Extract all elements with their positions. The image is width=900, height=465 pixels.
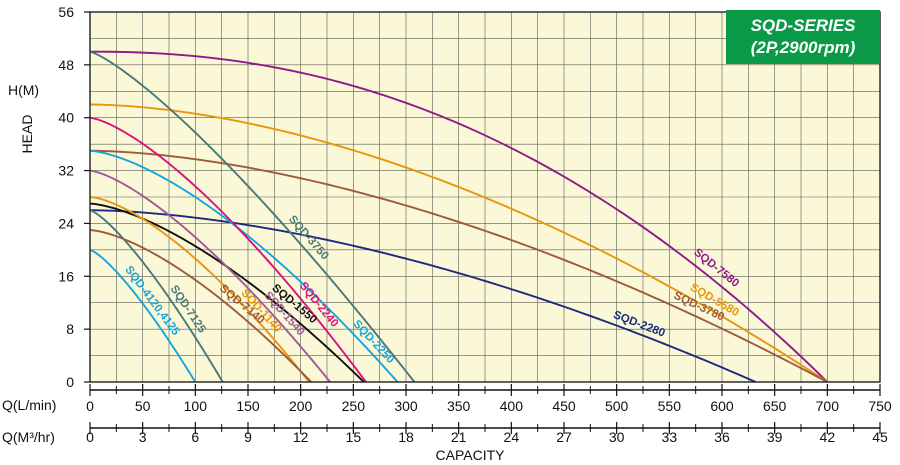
curve-sqd-2240 [89,116,367,383]
curve-sqd-7580 [89,50,828,383]
curve-sqd-1540 [89,169,331,383]
x-tick-label-lmin: 250 [342,398,366,414]
y-axis-title: HEAD [19,115,35,154]
x-tick-label-m3hr: 42 [820,429,836,445]
x-tick-label-lmin: 700 [816,398,840,414]
x-tick-label-m3hr: 45 [872,429,888,445]
curve-sqd-4120-4125 [89,248,197,383]
x-tick-label-lmin: 750 [868,398,892,414]
y-tick-label: 32 [58,163,74,179]
y-axis-unit: H(M) [8,82,39,98]
x-tick-label-lmin: 200 [289,398,313,414]
x-tick-label-m3hr: 18 [398,429,414,445]
x-tick-label-m3hr: 12 [293,429,309,445]
curve-sqd-7125 [89,209,224,383]
series-badge: SQD-SERIES (2P,2900rpm) [726,10,880,64]
x-tick-label-lmin: 100 [184,398,208,414]
x-tick-label-lmin: 400 [500,398,524,414]
x-tick-label-lmin: 350 [447,398,471,414]
x-row1-label: Q(L/min) [2,397,56,413]
x-tick-label-m3hr: 27 [556,429,572,445]
x-row2-label: Q(M³/hr) [2,429,55,445]
x-tick-label-lmin: 650 [763,398,787,414]
x-tick-label-m3hr: 30 [609,429,625,445]
y-tick-label: 56 [58,4,74,20]
x-tick-label-lmin: 50 [135,398,151,414]
curve-sqd-3780 [89,149,828,383]
x-tick-label-m3hr: 3 [139,429,147,445]
plot-border [89,11,881,383]
x-tick-label-m3hr: 21 [451,429,467,445]
curve-sqd-3750 [89,50,416,383]
x-tick-label-m3hr: 15 [346,429,362,445]
x-tick-label-lmin: 150 [236,398,260,414]
x-tick-label-lmin: 0 [86,398,94,414]
curve-sqd-2250 [89,149,399,383]
series-badge-title: SQD-SERIES [750,16,856,35]
x-tick-label-m3hr: 24 [504,429,520,445]
x-tick-label-lmin: 450 [552,398,576,414]
x-tick-label-lmin: 300 [394,398,418,414]
curve-sqd-5580 [89,103,828,383]
x-tick-label-lmin: 550 [658,398,682,414]
y-tick-label: 0 [66,374,74,390]
x-tick-label-m3hr: 6 [191,429,199,445]
y-tick-label: 16 [58,268,74,284]
y-tick-label: 48 [58,57,74,73]
curve-sqd-7140 [89,229,312,383]
x-tick-label-m3hr: 33 [662,429,678,445]
x-axis-title: CAPACITY [436,447,506,463]
x-tick-label-lmin: 600 [710,398,734,414]
y-tick-label: 8 [66,321,74,337]
curve-sqd-1140 [89,196,310,383]
x-tick-label-m3hr: 9 [244,429,252,445]
series-badge-speed: (2P,2900rpm) [750,38,856,57]
x-tick-label-lmin: 500 [605,398,629,414]
curve-sqd-2280 [89,209,757,383]
x-tick-label-m3hr: 36 [714,429,730,445]
y-tick-label: 40 [58,110,74,126]
y-tick-label: 24 [58,215,74,231]
x-tick-label-m3hr: 0 [86,429,94,445]
x-tick-label-m3hr: 39 [767,429,783,445]
